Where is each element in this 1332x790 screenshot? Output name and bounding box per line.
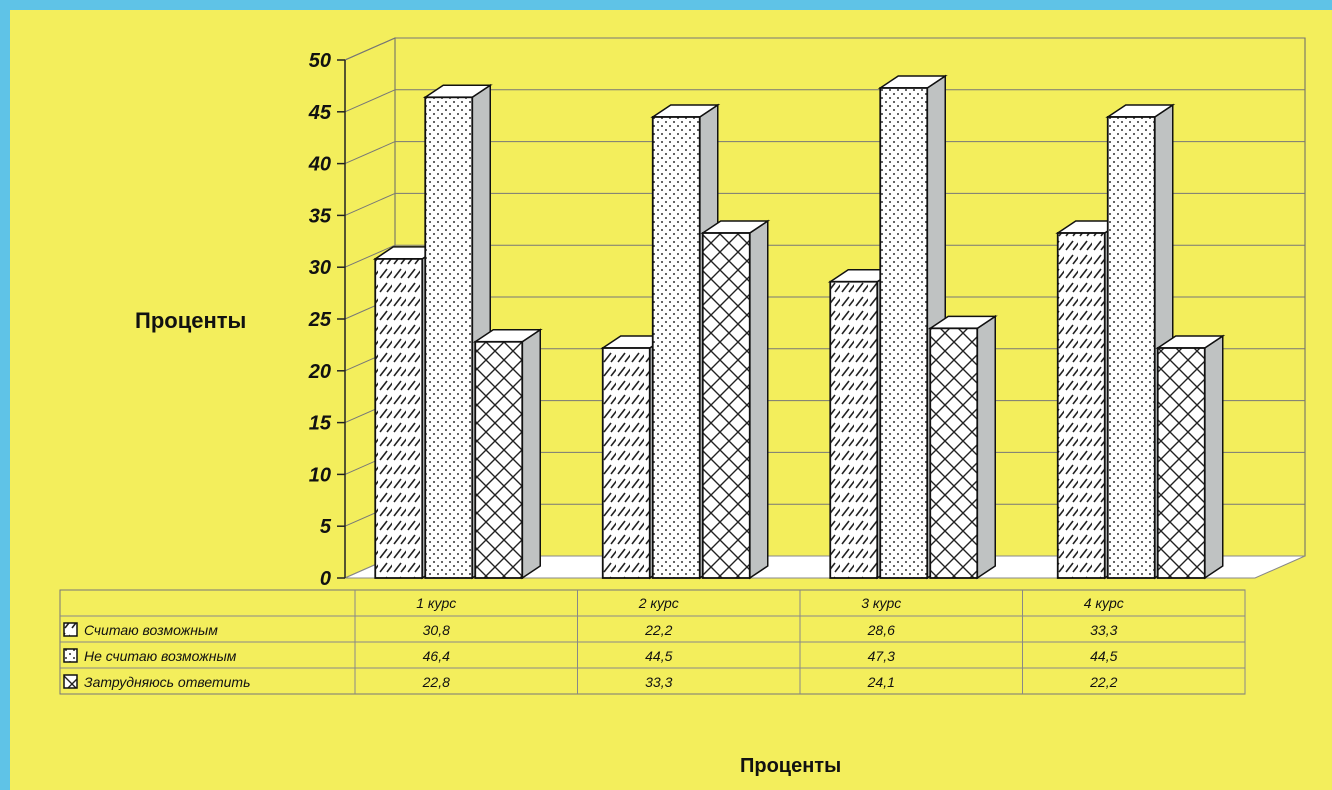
bar-front xyxy=(1156,347,1206,579)
bar-front xyxy=(374,258,424,579)
bar-front xyxy=(701,232,751,579)
gridline-side xyxy=(344,244,396,268)
data-label: 46,4 xyxy=(423,648,450,664)
bar xyxy=(877,74,948,580)
y-axis: 0 5 10 15 20 25 30 35 40 45 50 xyxy=(308,50,346,590)
bar-side xyxy=(1204,334,1224,580)
bar-front xyxy=(474,340,524,579)
y-tick-label: 35 xyxy=(309,205,332,227)
bar xyxy=(422,83,493,580)
y-tick-label: 45 xyxy=(308,102,332,124)
bar-side xyxy=(976,314,996,580)
legend-series-name: Затрудняюсь ответить xyxy=(84,674,250,690)
data-label: 22,8 xyxy=(422,674,450,690)
category-label: 1 курс xyxy=(416,595,456,611)
bar-front xyxy=(1056,232,1106,579)
y-tick-label: 5 xyxy=(320,516,332,538)
legend-swatch xyxy=(63,674,78,689)
bar xyxy=(927,314,998,580)
bar-front xyxy=(929,327,979,579)
y-axis-title: Проценты xyxy=(135,308,246,333)
y-tick-label: 30 xyxy=(309,257,331,279)
data-label: 28,6 xyxy=(867,622,895,638)
data-label: 33,3 xyxy=(645,674,672,690)
gridline-side xyxy=(344,192,396,216)
legend-swatch xyxy=(63,648,78,663)
data-label: 22,2 xyxy=(644,622,672,638)
bar xyxy=(472,328,543,580)
y-tick-label: 40 xyxy=(308,154,331,176)
legend-series-name: Не считаю возможным xyxy=(84,648,237,664)
data-label: 47,3 xyxy=(868,648,895,664)
legend-swatch xyxy=(63,622,78,637)
bars-layer xyxy=(372,74,1226,580)
gridline-side xyxy=(344,37,396,61)
category-label: 4 курс xyxy=(1084,595,1124,611)
bar-front xyxy=(1106,116,1156,579)
y-tick-label: 0 xyxy=(320,568,331,590)
bar-front xyxy=(651,116,701,579)
bar xyxy=(700,219,771,580)
gridline-side xyxy=(344,89,396,113)
bar-front xyxy=(829,280,879,579)
bar-front xyxy=(424,96,474,579)
data-table: 1 курс 2 курс 3 курс 4 курс Считаю возможным… xyxy=(59,589,1246,695)
data-label: 22,2 xyxy=(1089,674,1117,690)
y-tick-label: 25 xyxy=(308,309,332,331)
data-label: 24,1 xyxy=(867,674,895,690)
legend-series-name: Считаю возможным xyxy=(84,622,218,638)
x-axis-title: Проценты xyxy=(740,755,841,777)
bar xyxy=(1155,334,1226,580)
data-label: 33,3 xyxy=(1090,622,1117,638)
bar-front xyxy=(601,347,651,579)
bar-side xyxy=(521,328,541,580)
category-label: 2 курс xyxy=(638,595,679,611)
y-tick-label: 50 xyxy=(309,50,331,72)
bar-side xyxy=(749,219,769,580)
category-label: 3 курс xyxy=(861,595,901,611)
y-tick-label: 15 xyxy=(309,413,332,435)
y-tick-label: 10 xyxy=(309,464,331,486)
gridline-side xyxy=(344,141,396,165)
bar-front xyxy=(879,87,929,579)
data-label: 44,5 xyxy=(1090,648,1117,664)
data-label: 30,8 xyxy=(423,622,450,638)
y-tick-label: 20 xyxy=(308,361,331,383)
data-label: 44,5 xyxy=(645,648,672,664)
